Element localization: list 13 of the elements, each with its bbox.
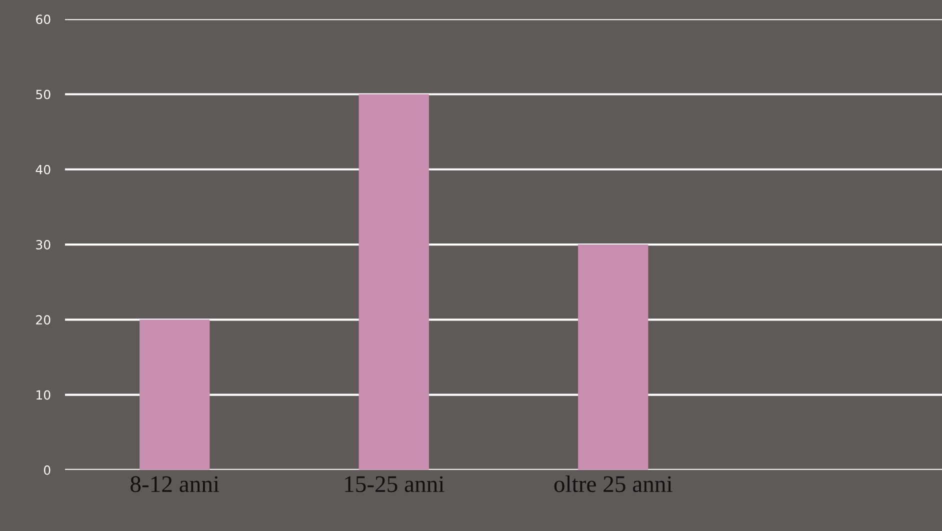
y-tick-label: 50	[36, 90, 50, 100]
x-tick-label: 15-25 anni	[345, 476, 444, 492]
y-tick-label: 40	[36, 164, 50, 174]
bar	[578, 244, 648, 470]
bar	[140, 320, 210, 470]
y-tick-label: 60	[36, 14, 50, 24]
bar	[358, 94, 429, 470]
y-tick-label: 10	[36, 390, 50, 400]
y-tick-label: 30	[36, 240, 50, 250]
y-tick-label: 20	[36, 315, 50, 325]
x-tick-label: 8-12 anni	[130, 476, 220, 492]
y-tick-label: 0	[44, 465, 50, 475]
x-tick-label: oltre 25 anni	[554, 475, 672, 492]
